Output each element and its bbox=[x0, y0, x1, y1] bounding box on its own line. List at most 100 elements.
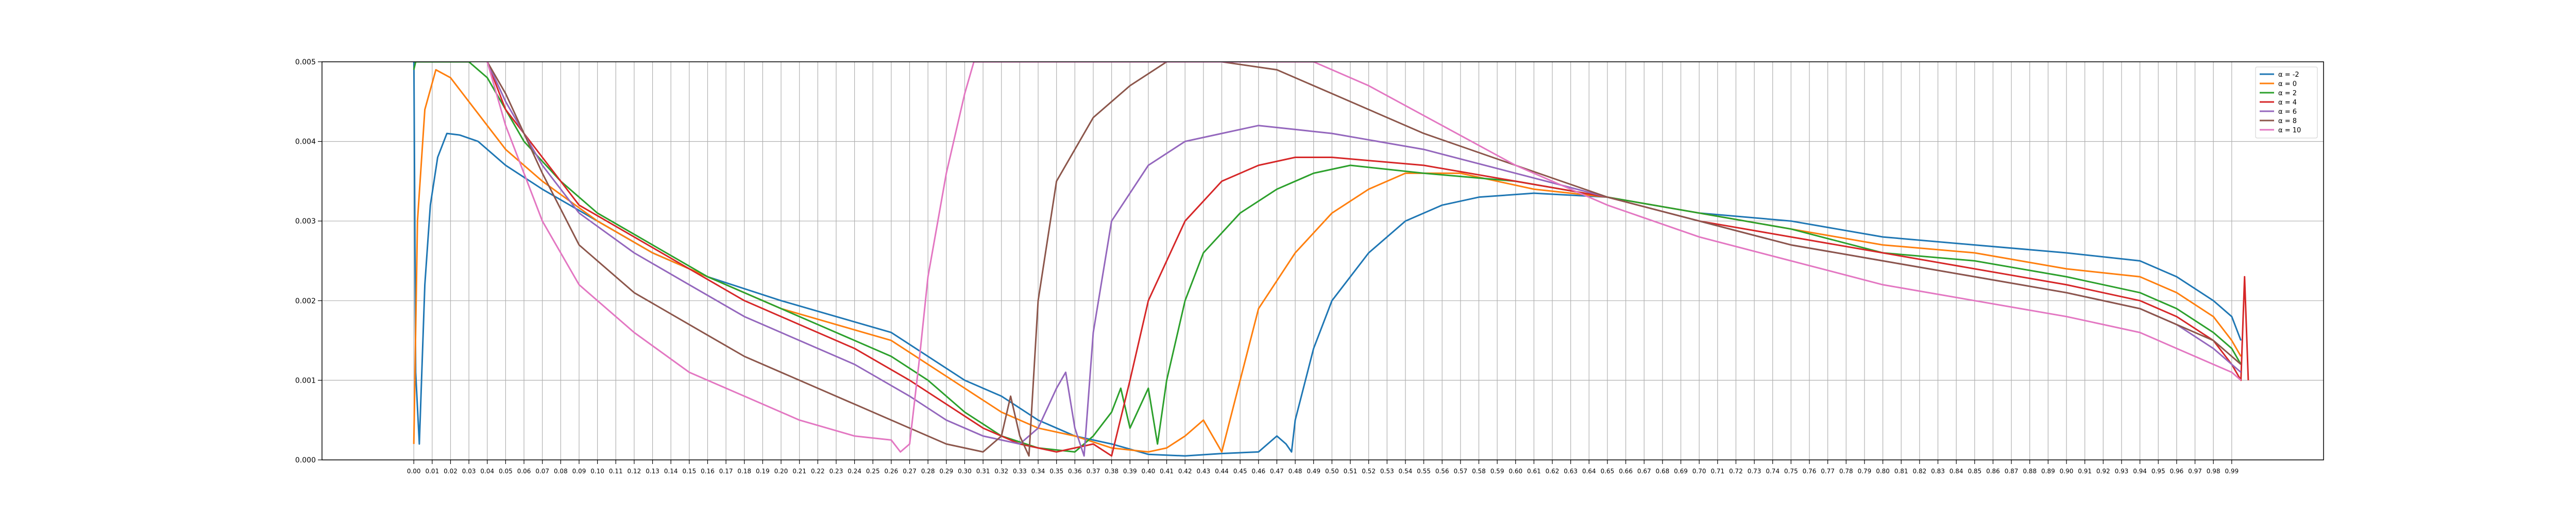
x-tick-label: 0.16 bbox=[701, 468, 715, 475]
x-tick-label: 0.02 bbox=[444, 468, 457, 475]
x-tick-label: 0.63 bbox=[1564, 468, 1578, 475]
series-line-2 bbox=[413, 62, 2242, 453]
series-line-0 bbox=[413, 62, 2242, 457]
legend-label: α = 4 bbox=[2278, 99, 2297, 107]
x-tick-label: 0.61 bbox=[1527, 468, 1541, 475]
x-tick-label: 0.13 bbox=[646, 468, 659, 475]
x-tick-label: 0.23 bbox=[829, 468, 843, 475]
x-tick-label: 0.26 bbox=[885, 468, 899, 475]
x-tick-label: 0.47 bbox=[1270, 468, 1284, 475]
x-tick-label: 0.68 bbox=[1656, 468, 1670, 475]
x-tick-label: 0.78 bbox=[1839, 468, 1853, 475]
axes bbox=[318, 61, 2324, 464]
x-tick-label: 0.73 bbox=[1748, 468, 1761, 475]
x-tick-label: 0.21 bbox=[792, 468, 806, 475]
x-tick-label: 0.89 bbox=[2041, 468, 2055, 475]
x-tick-label: 0.53 bbox=[1380, 468, 1394, 475]
y-tick-label: 0.000 bbox=[295, 456, 316, 465]
x-tick-label: 0.99 bbox=[2225, 468, 2239, 475]
x-tick-label: 0.91 bbox=[2078, 468, 2092, 475]
y-tick-label: 0.004 bbox=[295, 138, 316, 146]
x-tick-label: 0.35 bbox=[1049, 468, 1063, 475]
x-tick-label: 0.71 bbox=[1710, 468, 1724, 475]
y-tick-label: 0.001 bbox=[295, 376, 316, 385]
x-tick-label: 0.31 bbox=[976, 468, 990, 475]
x-tick-label: 0.00 bbox=[407, 468, 421, 475]
x-tick-label: 0.79 bbox=[1858, 468, 1872, 475]
x-tick-label: 0.90 bbox=[2060, 468, 2074, 475]
x-tick-label: 0.28 bbox=[921, 468, 935, 475]
legend: α = -2α = 0 α = 2 α = 4α = 6α = 8 α = 10 bbox=[2255, 66, 2318, 139]
x-tick-label: 0.93 bbox=[2115, 468, 2129, 475]
x-tick-label: 0.32 bbox=[994, 468, 1008, 475]
x-tick-label: 0.33 bbox=[1013, 468, 1027, 475]
x-tick-label: 0.75 bbox=[1784, 468, 1798, 475]
series-line-6 bbox=[486, 62, 2242, 453]
x-tick-label: 0.87 bbox=[2005, 468, 2019, 475]
x-tick-label: 0.41 bbox=[1160, 468, 1174, 475]
y-tick-label: 0.002 bbox=[295, 297, 316, 305]
x-tick-label: 0.07 bbox=[535, 468, 549, 475]
x-tick-label: 0.52 bbox=[1362, 468, 1376, 475]
x-tick-label: 0.64 bbox=[1582, 468, 1596, 475]
x-tick-label: 0.66 bbox=[1619, 468, 1633, 475]
x-tick-label: 0.57 bbox=[1453, 468, 1467, 475]
x-tick-label: 0.34 bbox=[1031, 468, 1045, 475]
x-tick-label: 0.84 bbox=[1950, 468, 1963, 475]
x-tick-label: 0.72 bbox=[1729, 468, 1743, 475]
grid bbox=[322, 61, 2324, 460]
x-tick-label: 0.96 bbox=[2170, 468, 2184, 475]
x-tick-label: 0.69 bbox=[1674, 468, 1688, 475]
x-tick-label: 0.43 bbox=[1196, 468, 1210, 475]
x-tick-label: 0.59 bbox=[1490, 468, 1504, 475]
x-tick-label: 0.60 bbox=[1509, 468, 1522, 475]
legend-label: α = 8 bbox=[2278, 117, 2297, 125]
x-tick-labels: 0.00 0.01 0.02 0.03 0.04 0.05 0.06 0.07 0.08 0.09… bbox=[407, 468, 2239, 475]
x-tick-label: 0.45 bbox=[1233, 468, 1247, 475]
x-tick-label: 0.83 bbox=[1931, 468, 1945, 475]
x-tick-label: 0.29 bbox=[939, 468, 953, 475]
x-tick-label: 0.51 bbox=[1344, 468, 1358, 475]
x-tick-label: 0.30 bbox=[958, 468, 972, 475]
x-tick-label: 0.98 bbox=[2207, 468, 2221, 475]
x-tick-label: 0.22 bbox=[811, 468, 825, 475]
x-tick-label: 0.14 bbox=[664, 468, 678, 475]
x-tick-label: 0.19 bbox=[756, 468, 770, 475]
x-tick-label: 0.09 bbox=[572, 468, 586, 475]
y-tick-label: 0.005 bbox=[295, 58, 316, 66]
x-tick-label: 0.48 bbox=[1289, 468, 1302, 475]
x-tick-label: 0.95 bbox=[2151, 468, 2165, 475]
x-tick-label: 0.11 bbox=[609, 468, 623, 475]
series-line-5 bbox=[486, 62, 2242, 457]
x-tick-label: 0.38 bbox=[1105, 468, 1118, 475]
x-tick-label: 0.92 bbox=[2096, 468, 2110, 475]
x-tick-label: 0.50 bbox=[1325, 468, 1339, 475]
x-tick-label: 0.74 bbox=[1766, 468, 1780, 475]
x-tick-label: 0.81 bbox=[1894, 468, 1908, 475]
x-tick-label: 0.20 bbox=[774, 468, 788, 475]
legend-label: α = -2 bbox=[2278, 71, 2299, 79]
x-tick-label: 0.01 bbox=[425, 468, 439, 475]
plot-frame bbox=[321, 61, 2324, 460]
x-tick-label: 0.46 bbox=[1251, 468, 1265, 475]
x-tick-label: 0.80 bbox=[1876, 468, 1890, 475]
x-tick-label: 0.15 bbox=[682, 468, 696, 475]
x-tick-label: 0.54 bbox=[1399, 468, 1413, 475]
x-tick-label: 0.77 bbox=[1821, 468, 1835, 475]
x-tick-label: 0.44 bbox=[1215, 468, 1229, 475]
x-tick-label: 0.06 bbox=[517, 468, 531, 475]
x-tick-label: 0.40 bbox=[1142, 468, 1156, 475]
x-tick-label: 0.97 bbox=[2188, 468, 2202, 475]
x-tick-label: 0.08 bbox=[554, 468, 568, 475]
x-tick-label: 0.18 bbox=[737, 468, 751, 475]
x-tick-label: 0.67 bbox=[1637, 468, 1651, 475]
x-tick-label: 0.85 bbox=[1968, 468, 1981, 475]
x-tick-label: 0.39 bbox=[1123, 468, 1137, 475]
x-tick-label: 0.05 bbox=[499, 468, 513, 475]
x-tick-label: 0.82 bbox=[1913, 468, 1927, 475]
x-tick-label: 0.27 bbox=[903, 468, 917, 475]
x-tick-label: 0.58 bbox=[1472, 468, 1486, 475]
x-tick-label: 0.24 bbox=[848, 468, 861, 475]
x-tick-label: 0.04 bbox=[480, 468, 494, 475]
